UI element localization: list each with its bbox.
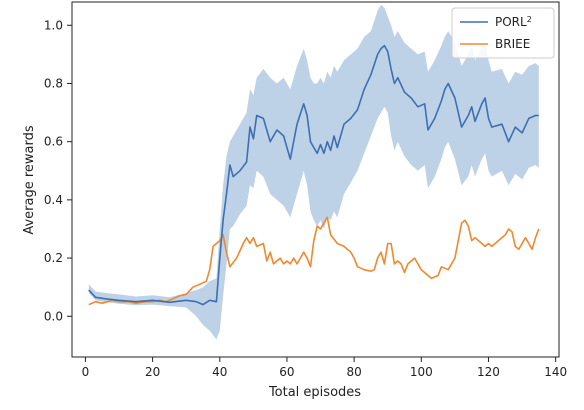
legend-label-porl2-name: PORL [495, 15, 527, 29]
porl2-variance-band [88, 4, 539, 340]
legend-box [451, 7, 555, 59]
plot-frame [71, 1, 560, 358]
series-line-briee [88, 216, 540, 306]
x-tick-label: 120 [477, 365, 500, 379]
axis-ticks: 0 20 40 60 80 100 120 140 0.0 0.2 0.4 0.6 0.8 1.0 [44, 18, 567, 379]
x-tick-label: 140 [544, 365, 567, 379]
plot-area [88, 4, 540, 340]
y-tick-label: 1.0 [44, 18, 63, 32]
y-tick-label: 0.0 [44, 309, 63, 323]
y-tick-label: 0.2 [44, 251, 63, 265]
x-tick-label: 20 [145, 365, 160, 379]
x-tick-label: 40 [212, 365, 227, 379]
x-tick-label: 0 [82, 365, 90, 379]
legend-label-briee: BRIEE [495, 37, 530, 51]
y-tick-label: 0.8 [44, 76, 63, 90]
y-tick-label: 0.4 [44, 193, 63, 207]
series-line-porl2 [88, 44, 539, 306]
x-axis-label: Total episodes [268, 385, 361, 400]
legend-label-porl2-sup: 2 [527, 15, 532, 24]
x-tick-label: 100 [410, 365, 433, 379]
legend: PORL2 BRIEE [451, 7, 555, 59]
y-tick-label: 0.6 [44, 135, 63, 149]
legend-label-porl2: PORL2 [495, 15, 532, 30]
x-tick-label: 80 [346, 365, 361, 379]
x-tick-label: 60 [279, 365, 294, 379]
y-axis-label: Average rewards [22, 125, 37, 235]
